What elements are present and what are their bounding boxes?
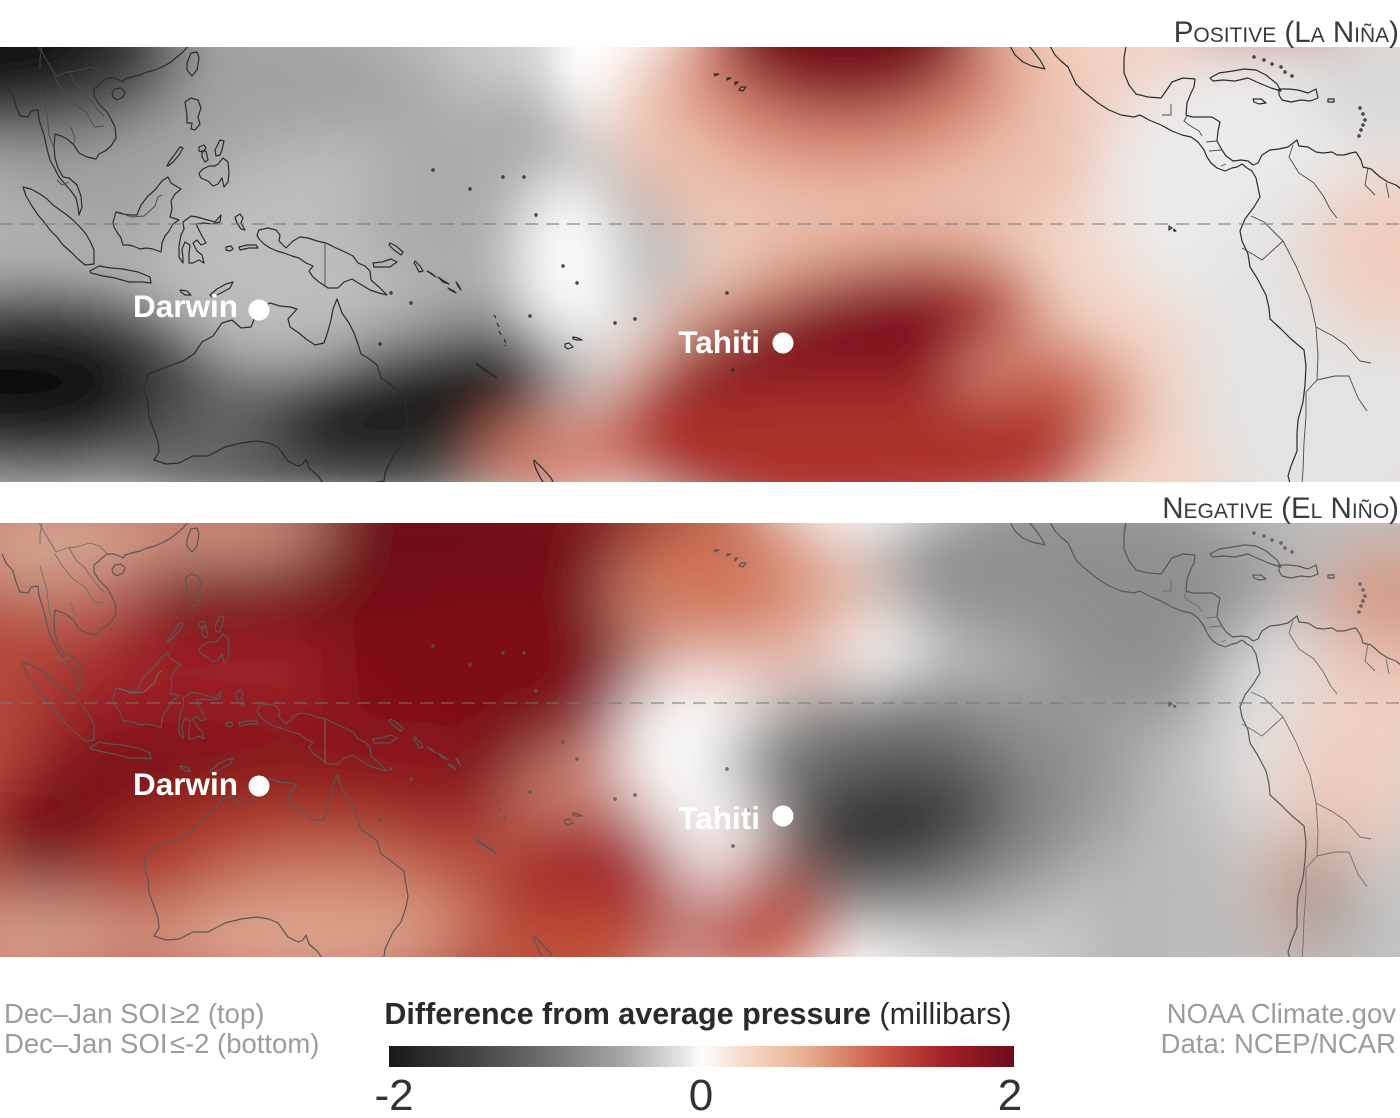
svg-text:Darwin: Darwin: [133, 288, 238, 324]
svg-text:Tahiti: Tahiti: [678, 800, 760, 836]
svg-text:Darwin: Darwin: [133, 766, 238, 802]
svg-text:Negative (El Niño): Negative (El Niño): [1162, 492, 1399, 525]
svg-text:Difference from average pressu: Difference from average pressure (millib…: [384, 997, 1011, 1031]
svg-text:NOAA Climate.gov: NOAA Climate.gov: [1167, 998, 1397, 1029]
svg-text:Positive (La Niña): Positive (La Niña): [1174, 16, 1399, 49]
svg-text:-2: -2: [374, 1071, 413, 1118]
svg-text:Dec–Jan SOI ≥2 (top): Dec–Jan SOI ≥2 (top): [4, 998, 264, 1029]
svg-text:Dec–Jan SOI ≤-2 (bottom): Dec–Jan SOI ≤-2 (bottom): [4, 1028, 319, 1059]
svg-text:0: 0: [689, 1071, 713, 1118]
svg-text:Data: NCEP/NCAR: Data: NCEP/NCAR: [1161, 1028, 1396, 1059]
svg-text:Tahiti: Tahiti: [678, 324, 760, 360]
svg-text:2: 2: [998, 1071, 1022, 1118]
